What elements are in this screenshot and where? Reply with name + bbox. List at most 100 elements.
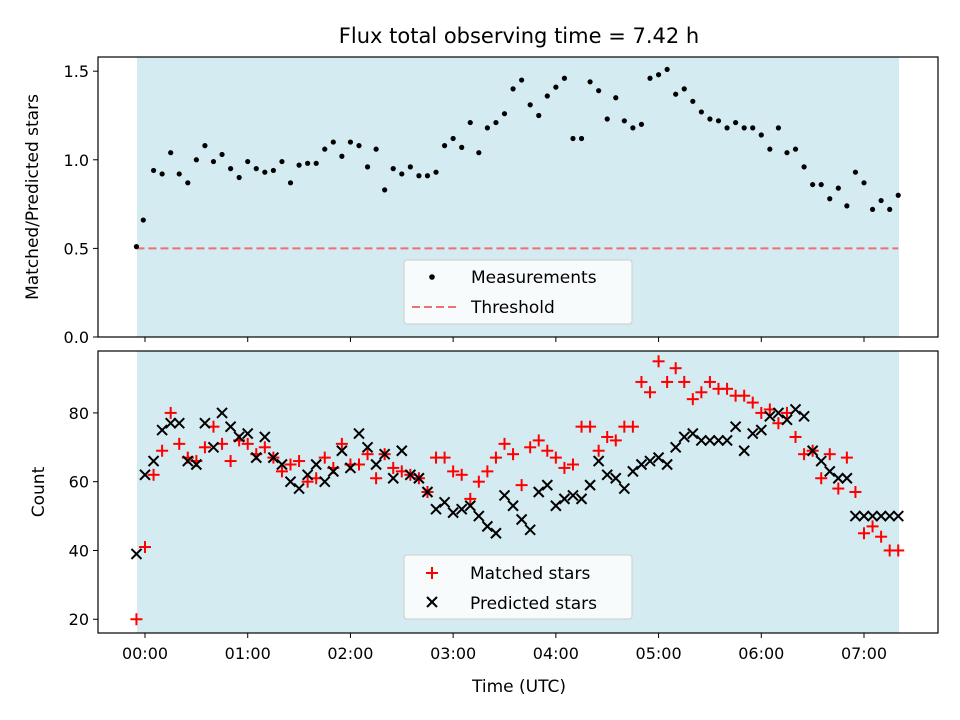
matched-star-point — [447, 465, 460, 478]
predicted-star-point — [652, 451, 665, 464]
measurement-point — [510, 86, 516, 92]
measurement-point — [433, 169, 439, 175]
predicted-star-point — [259, 431, 271, 443]
predicted-star-point — [729, 420, 742, 433]
x-tick-label: 01:00 — [225, 644, 271, 663]
predicted-star-point — [139, 469, 151, 481]
predicted-star-point — [438, 496, 451, 509]
top-measurements — [133, 66, 901, 250]
predicted-star-point — [712, 434, 725, 447]
measurement-point — [176, 171, 182, 177]
legend-threshold-label: Threshold — [470, 298, 555, 318]
measurement-point — [724, 125, 730, 131]
matched-star-point — [361, 448, 374, 461]
matched-star-point — [173, 437, 186, 450]
predicted-star-point — [233, 431, 245, 443]
predicted-star-point — [781, 414, 793, 426]
x-tick-label: 00:00 — [122, 644, 168, 663]
measurement-point — [133, 244, 140, 250]
measurement-point — [741, 125, 747, 131]
x-tick-label: 06:00 — [738, 644, 784, 663]
predicted-star-point — [473, 510, 485, 522]
predicted-star-point — [815, 455, 827, 467]
matched-star-point — [652, 355, 665, 368]
matched-star-point — [532, 434, 545, 447]
measurement-point — [758, 132, 764, 138]
predicted-star-point — [789, 403, 802, 416]
matched-star-point — [849, 486, 862, 498]
top-plot-frame — [97, 56, 939, 338]
predicted-star-point — [147, 455, 160, 467]
x-tick-label: 05:00 — [636, 644, 682, 663]
predicted-star-point — [875, 510, 887, 522]
matched-star-point — [584, 420, 597, 433]
matched-star-point — [669, 362, 682, 375]
measurement-point — [869, 206, 876, 213]
predicted-star-point — [199, 417, 211, 429]
matched-star-point — [721, 382, 734, 395]
measurement-point — [621, 118, 627, 124]
measurement-point — [150, 167, 157, 174]
measurement-point — [253, 166, 259, 172]
matched-star-point — [241, 437, 254, 450]
measurement-point — [168, 150, 174, 156]
measurement-point — [219, 151, 225, 158]
chart-title: Flux total observing time = 7.42 h — [339, 24, 699, 48]
measurement-point — [347, 139, 354, 145]
measurement-point — [613, 95, 619, 101]
matched-star-point — [746, 396, 759, 409]
matched-star-point — [293, 455, 306, 468]
measurement-point — [681, 86, 687, 92]
bottom-predicted-stars — [130, 403, 904, 560]
measurement-point — [801, 164, 807, 170]
predicted-star-point — [507, 500, 519, 512]
measurement-point — [373, 146, 379, 152]
measurement-point — [159, 171, 165, 177]
predicted-star-point — [669, 441, 682, 453]
predicted-star-point — [558, 493, 571, 505]
matched-star-point — [815, 472, 828, 485]
bottom-y-axis-label: Count — [29, 466, 49, 517]
measurement-point — [887, 206, 893, 213]
measurement-point — [715, 118, 722, 124]
predicted-star-point — [190, 458, 203, 471]
predicted-star-point — [721, 434, 733, 447]
measurement-point — [390, 166, 396, 172]
predicted-star-point — [267, 451, 280, 464]
matched-star-point — [198, 441, 211, 454]
predicted-star-point — [618, 482, 631, 495]
predicted-star-point — [156, 424, 168, 436]
predicted-star-point — [610, 472, 622, 484]
predicted-star-point — [173, 417, 185, 429]
predicted-star-point — [824, 465, 836, 478]
measurement-point — [655, 72, 662, 78]
matched-star-point — [541, 444, 554, 457]
matched-star-point — [823, 448, 836, 461]
predicted-star-point — [541, 479, 554, 491]
matched-star-point — [130, 613, 143, 626]
predicted-star-point — [798, 410, 810, 423]
predicted-star-point — [242, 427, 254, 440]
measurement-point — [792, 146, 799, 152]
measurement-point — [424, 173, 431, 179]
measurement-point — [578, 135, 585, 142]
predicted-star-point — [635, 458, 648, 471]
top-legend: Measurements Threshold — [403, 259, 633, 325]
measurement-point — [536, 112, 542, 119]
measurement-point — [202, 143, 208, 149]
bottom-y-tick-label: 80 — [69, 404, 89, 423]
predicted-star-point — [832, 472, 845, 484]
predicted-star-point — [224, 420, 237, 433]
predicted-star-point — [293, 482, 305, 495]
measurement-point — [604, 116, 610, 122]
measurement-point — [270, 167, 276, 174]
matched-star-point — [558, 461, 571, 474]
matched-star-point — [224, 455, 237, 468]
predicted-star-point — [301, 469, 314, 481]
matched-star-point — [678, 375, 691, 388]
measurement-point — [407, 164, 413, 170]
bottom-legend: Matched stars Predicted stars — [403, 554, 633, 620]
matched-star-point — [892, 544, 905, 557]
matched-star-point — [858, 527, 870, 540]
